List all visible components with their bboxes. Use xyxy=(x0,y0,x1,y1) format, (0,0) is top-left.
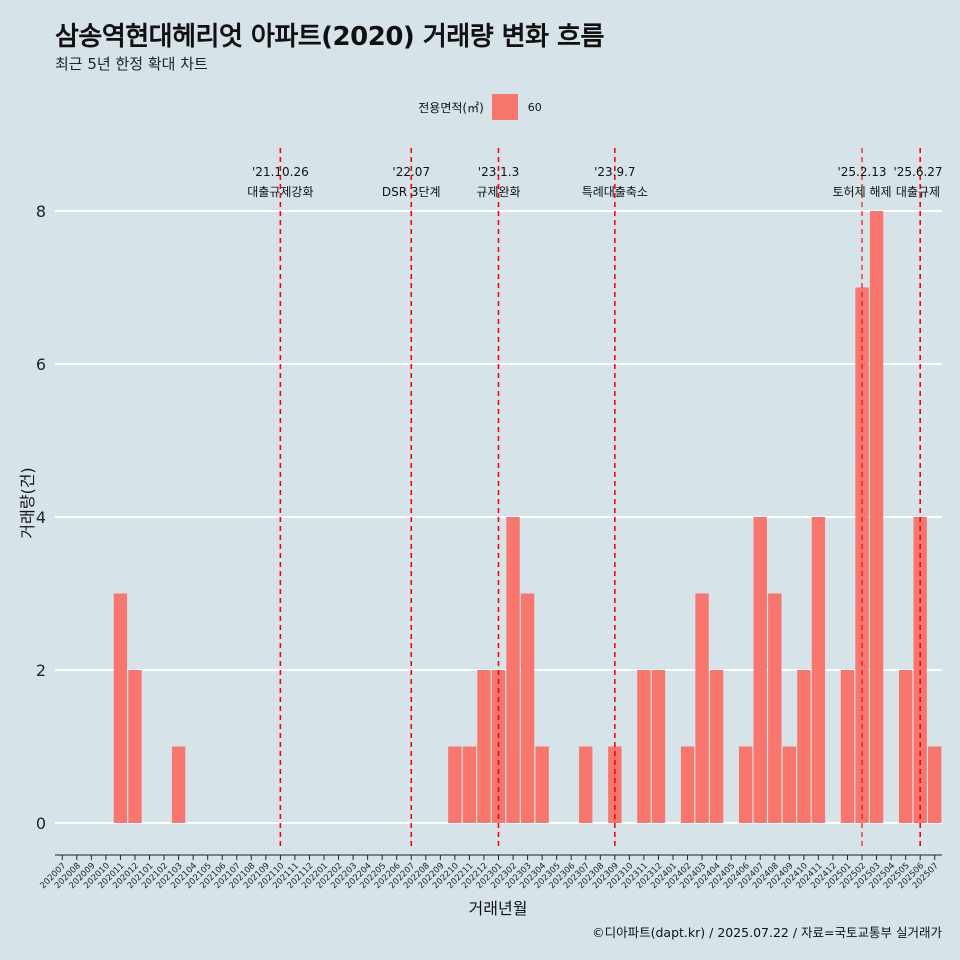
bar xyxy=(840,670,855,823)
bar xyxy=(680,746,695,823)
event-date-label: '22.07 xyxy=(392,165,430,179)
y-axis-title: 거래량(건) xyxy=(18,467,37,538)
legend-swatch xyxy=(491,94,518,120)
bar xyxy=(709,670,724,823)
caption: ©디아파트(dapt.kr) / 2025.07.22 / 자료=국토교통부 실… xyxy=(592,925,942,940)
chart-title: 삼송역현대헤리엇 아파트(2020) 거래량 변화 흐름 xyxy=(55,22,604,52)
bar xyxy=(520,593,535,823)
y-tick-label: 2 xyxy=(36,661,46,680)
bar xyxy=(128,670,142,823)
legend-label: 60 xyxy=(527,100,542,114)
event-date-label: '21.10.26 xyxy=(252,165,309,179)
bar xyxy=(477,670,491,823)
y-tick-label: 6 xyxy=(36,355,46,374)
bar xyxy=(768,593,782,823)
bar xyxy=(782,746,797,823)
y-tick-label: 4 xyxy=(36,508,46,527)
event-name-label: 특례대출축소 xyxy=(582,185,648,199)
event-name-label: 토허제 해제 xyxy=(833,185,892,199)
bar xyxy=(869,211,884,823)
bar xyxy=(695,593,709,823)
event-date-label: '25.6.27 xyxy=(893,165,942,179)
bars xyxy=(113,211,942,823)
y-tick-label: 8 xyxy=(36,202,46,221)
event-name-label: 대출규제 xyxy=(896,185,940,199)
x-axis-title: 거래년월 xyxy=(469,899,528,918)
bar xyxy=(462,746,477,823)
bar xyxy=(637,670,651,823)
bar xyxy=(928,746,942,823)
bar xyxy=(506,517,520,823)
bar xyxy=(113,593,128,823)
event-date-label: '23.9.7 xyxy=(594,165,635,179)
event-date-label: '25.2.13 xyxy=(837,165,886,179)
bar xyxy=(811,517,826,823)
bar xyxy=(448,746,462,823)
bar xyxy=(739,746,753,823)
bar xyxy=(753,517,767,823)
legend-title: 전용면적(㎡) xyxy=(418,100,484,115)
event-date-label: '23.1.3 xyxy=(478,165,519,179)
bar xyxy=(651,670,666,823)
bar xyxy=(898,670,913,823)
bar xyxy=(608,746,622,823)
bar xyxy=(579,746,593,823)
legend: 전용면적(㎡) 60 xyxy=(0,94,960,120)
event-name-label: DSR 3단계 xyxy=(382,185,441,199)
bar xyxy=(535,746,549,823)
event-name-label: 규제완화 xyxy=(476,185,520,199)
chart-subtitle: 최근 5년 한정 확대 차트 xyxy=(55,55,208,73)
event-name-label: 대출규제강화 xyxy=(247,185,313,199)
y-tick-label: 0 xyxy=(36,814,46,833)
bar xyxy=(171,746,186,823)
event-markers: '21.10.26 대출규제강화 '22.07 DSR 3단계 '23.1.3 규제완화 '… xyxy=(247,148,943,848)
bar xyxy=(797,670,811,823)
